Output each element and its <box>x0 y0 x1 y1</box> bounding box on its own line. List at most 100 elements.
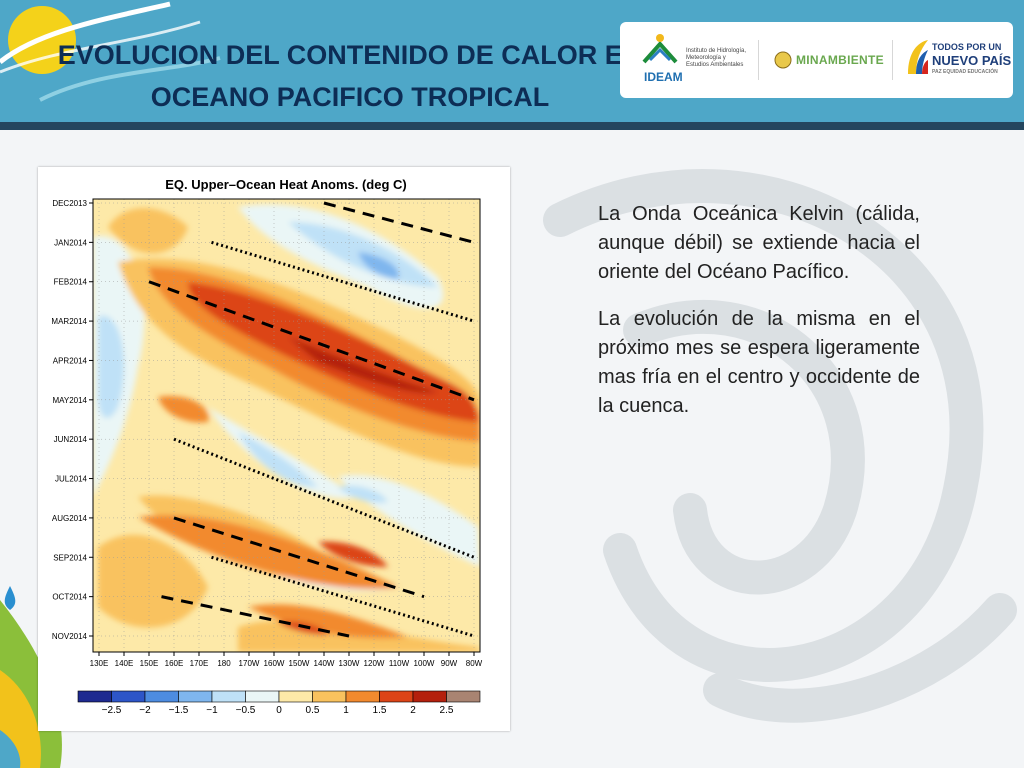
y-tick-label: MAY2014 <box>52 396 87 405</box>
colorbar-label: −0.5 <box>236 705 256 716</box>
x-tick-label: 140E <box>115 659 134 668</box>
coat-of-arms-icon <box>774 51 792 69</box>
minambiente-logo: MINAMBIENTE <box>768 22 888 98</box>
dashed-wave-line <box>161 595 350 638</box>
colorbar-label: 0 <box>276 705 282 716</box>
x-tick-label: 180 <box>217 659 231 668</box>
x-tick-label: 170W <box>239 659 260 668</box>
x-tick-label: 130W <box>339 659 360 668</box>
background-swirl <box>0 169 1017 768</box>
chart-svg: EQ. Upper–Ocean Heat Anoms. (deg C) DEC2… <box>51 177 483 716</box>
colorbar-swatch <box>278 690 313 703</box>
anomaly-region <box>208 407 358 499</box>
x-tick-label: 100W <box>414 659 435 668</box>
gov-line-2: NUEVO PAÍS <box>932 53 1012 68</box>
colorbar-label: 2 <box>410 705 416 716</box>
colorbar-label: 2.5 <box>440 705 454 716</box>
colorbar-label: −2.5 <box>102 705 122 716</box>
colorbar-swatch <box>379 690 414 703</box>
anomaly-region <box>238 432 318 487</box>
heatmap-field <box>93 204 480 652</box>
y-axis: DEC2013 JAN2014 FEB2014 MAR2014 APR2014 MAY20… <box>51 199 93 641</box>
dotted-wave-line <box>211 240 475 323</box>
dashed-wave-line <box>173 516 425 599</box>
dotted-wave-line <box>211 555 475 638</box>
y-tick-label: DEC2013 <box>52 199 87 208</box>
minambiente-name: MINAMBIENTE <box>796 53 884 67</box>
anomaly-region <box>98 534 208 628</box>
anomaly-region <box>98 315 125 418</box>
anomaly-region <box>248 604 408 639</box>
colorbar-swatch <box>412 690 447 703</box>
anomaly-region <box>278 621 328 635</box>
x-tick-label: 130E <box>90 659 109 668</box>
anomaly-region <box>108 208 188 254</box>
flag-swoosh-icon <box>908 40 928 74</box>
paragraph-forecast: La evolución de la misma en el próximo m… <box>598 308 920 417</box>
x-axis: 130E 140E 150E 160E 170E 180 170W 160W 150W 140W 1… <box>90 652 483 668</box>
y-tick-label: JUL2014 <box>55 475 88 484</box>
x-tick-label: 170E <box>190 659 209 668</box>
logo-divider <box>758 40 759 80</box>
colorbar: −2.5 −2 −1.5 −1 −0.5 0 0.5 1 1.5 2 2.5 <box>77 690 481 716</box>
header-bar: EVOLUCION DEL CONTENIDO DE CALOR EN OCEA… <box>0 0 1024 122</box>
ideam-sub-1: Instituto de Hidrología, <box>686 48 747 54</box>
y-tick-label: APR2014 <box>53 356 88 365</box>
header-underline <box>0 122 1024 130</box>
title-line-2: OCEANO PACIFICO TROPICAL <box>150 82 550 112</box>
colorbar-swatch <box>211 690 246 703</box>
logo-divider <box>892 40 893 80</box>
ideam-sub-2: Meteorología y <box>686 55 726 61</box>
anomaly-region <box>138 515 398 589</box>
y-tick-label: JUN2014 <box>54 435 88 444</box>
paragraph-kelvin-wave: La Onda Oceánica Kelvin (cálida, aunque … <box>598 203 920 283</box>
gobierno-logo: TODOS POR UN NUEVO PAÍS PAZ EQUIDAD EDUC… <box>902 22 1012 98</box>
anomaly-region <box>288 337 438 393</box>
kelvin-wave-lines <box>148 201 475 638</box>
plot-grid <box>93 199 480 652</box>
anomaly-region <box>338 485 388 503</box>
colorbar-swatch <box>77 690 112 703</box>
x-tick-label: 110W <box>389 659 410 668</box>
ideam-logo: IDEAM Instituto de Hidrología, Meteorolo… <box>638 22 758 98</box>
colorbar-label: 0.5 <box>306 705 320 716</box>
ideam-name: IDEAM <box>644 70 683 84</box>
colorbar-label: −1 <box>206 705 218 716</box>
page-title: EVOLUCION DEL CONTENIDO DE CALOR EN OCEA… <box>0 34 700 118</box>
y-tick-label: MAR2014 <box>51 317 87 326</box>
y-tick-label: JAN2014 <box>54 238 87 247</box>
dotted-wave-line <box>173 437 475 559</box>
colorbar-swatch <box>111 690 146 703</box>
chart-title: EQ. Upper–Ocean Heat Anoms. (deg C) <box>165 177 407 192</box>
plot-frame <box>92 198 481 653</box>
anomaly-region <box>318 541 388 567</box>
logo-strip: IDEAM Instituto de Hidrología, Meteorolo… <box>620 22 1013 98</box>
heat-anomaly-chart: EQ. Upper–Ocean Heat Anoms. (deg C) DEC2… <box>38 167 510 731</box>
colorbar-label: 1.5 <box>373 705 387 716</box>
colorbar-swatch <box>312 690 347 703</box>
x-tick-label: 160E <box>165 659 184 668</box>
x-tick-label: 150W <box>289 659 310 668</box>
anomaly-region <box>158 396 209 423</box>
y-tick-label: AUG2014 <box>52 514 88 523</box>
title-line-1: EVOLUCION DEL CONTENIDO DE CALOR EN <box>57 40 643 70</box>
y-tick-label: OCT2014 <box>52 593 87 602</box>
dashed-wave-line <box>148 280 475 402</box>
colorbar-label: 1 <box>343 705 349 716</box>
y-tick-label: NOV2014 <box>52 632 88 641</box>
x-tick-label: 90W <box>441 659 458 668</box>
x-tick-label: 160W <box>264 659 285 668</box>
colorbar-swatch <box>245 690 280 703</box>
colorbar-swatch <box>345 690 380 703</box>
colorbar-swatch <box>178 690 213 703</box>
gov-line-3: PAZ EQUIDAD EDUCACIÓN <box>932 69 998 75</box>
anomaly-region <box>358 252 399 279</box>
x-tick-label: 80W <box>466 659 483 668</box>
x-tick-label: 120W <box>364 659 385 668</box>
colorbar-swatch <box>144 690 179 703</box>
header-decoration <box>0 1 221 102</box>
y-tick-label: SEP2014 <box>53 553 87 562</box>
x-tick-label: 140W <box>314 659 335 668</box>
y-tick-label: FEB2014 <box>54 278 88 287</box>
x-tick-label: 150E <box>140 659 159 668</box>
